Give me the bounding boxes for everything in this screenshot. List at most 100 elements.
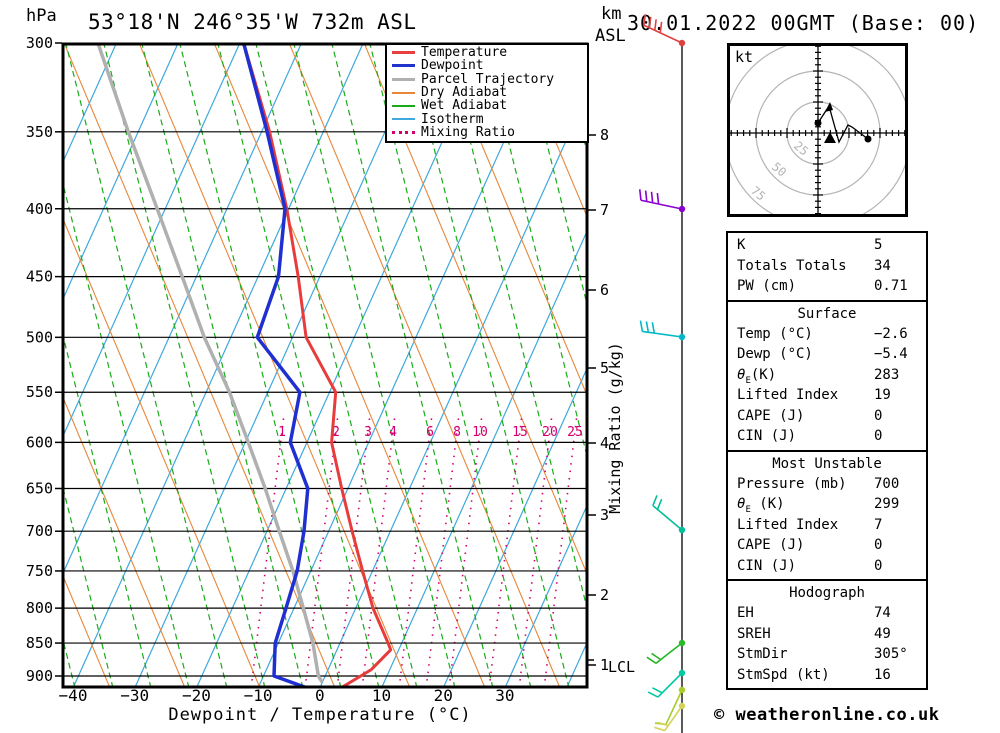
svg-text:10: 10 xyxy=(472,425,488,440)
table-row-value: −5.4 xyxy=(874,346,908,362)
svg-text:50: 50 xyxy=(769,160,789,180)
table-row-value: 49 xyxy=(874,625,891,642)
svg-text:2: 2 xyxy=(600,586,609,604)
table-row-label: PW (cm) xyxy=(737,278,797,294)
table-row-label: Lifted Index xyxy=(737,516,839,533)
wind-barb-column xyxy=(638,14,686,733)
table-row-value: 0 xyxy=(874,407,883,424)
height-unit-label-km: km xyxy=(601,4,622,24)
table-row: Lifted Index 7 xyxy=(728,515,926,536)
table-row-value: 0 xyxy=(874,428,883,444)
hodograph-unit-label: kt xyxy=(735,48,754,66)
legend-item-dewpoint: Dewpoint xyxy=(387,59,587,72)
table-row: PW (cm) 0.71 xyxy=(728,276,926,297)
svg-text:350: 350 xyxy=(26,123,53,141)
svg-text:25: 25 xyxy=(791,139,811,159)
legend-item-wet-adiabat: Wet Adiabat xyxy=(387,99,587,112)
table-row-value: 0 xyxy=(874,537,883,553)
svg-text:1: 1 xyxy=(600,656,609,674)
table-row-label: CAPE (J) xyxy=(737,537,805,553)
table-row-value: 0 xyxy=(874,557,883,574)
svg-text:20: 20 xyxy=(434,686,453,705)
hodograph-border xyxy=(727,43,908,217)
isotherm-line-swatch xyxy=(392,118,415,121)
legend-item-temperature: Temperature xyxy=(387,46,587,59)
table-row-value: 305° xyxy=(874,646,908,662)
svg-text:1: 1 xyxy=(278,425,286,440)
dewpoint-curve xyxy=(242,44,310,687)
run-date-label: 30.01.2022 00GMT (Base: 00) xyxy=(627,11,980,35)
mixing-ratio-axis-title: Mixing Ratio (g/kg) xyxy=(606,342,624,514)
svg-text:3: 3 xyxy=(600,506,609,524)
table-row-label: CIN (J) xyxy=(737,428,797,444)
table-row: EH 74 xyxy=(728,603,926,624)
svg-text:15: 15 xyxy=(512,425,528,440)
svg-text:800: 800 xyxy=(26,599,53,617)
wet-adiabat-line-swatch xyxy=(392,104,415,107)
wind-barb xyxy=(639,320,686,341)
dry-adiabat-line-swatch xyxy=(392,91,415,94)
table-section: Most Unstable Pressure (mb) 700 θE (K) 299 Li… xyxy=(726,449,928,581)
table-row: Temp (°C) −2.6 xyxy=(728,324,926,345)
sounding-curves xyxy=(96,44,393,687)
svg-text:500: 500 xyxy=(26,328,53,346)
table-row-label: CAPE (J) xyxy=(737,407,805,424)
table-row-value: 700 xyxy=(874,475,900,492)
svg-text:6: 6 xyxy=(600,281,609,299)
svg-text:550: 550 xyxy=(26,383,53,401)
svg-text:−10: −10 xyxy=(244,686,273,705)
svg-text:8: 8 xyxy=(600,126,609,144)
table-row-value: 7 xyxy=(874,516,883,533)
table-row: Lifted Index 19 xyxy=(728,385,926,406)
svg-text:3: 3 xyxy=(364,425,372,440)
svg-text:6: 6 xyxy=(426,425,434,440)
table-row: CAPE (J) 0 xyxy=(728,406,926,427)
svg-text:75: 75 xyxy=(748,184,768,204)
table-row: StmDir 305° xyxy=(728,644,926,665)
table-row-label: SREH xyxy=(737,625,771,642)
page-title: 53°18'N 246°35'W 732m ASL xyxy=(88,10,417,34)
wind-barb xyxy=(646,639,686,664)
svg-text:20: 20 xyxy=(542,425,558,440)
chart-legend: Temperature Dewpoint Parcel Trajectory D… xyxy=(385,43,589,144)
svg-text:−30: −30 xyxy=(120,686,149,705)
table-row: CIN (J) 0 xyxy=(728,426,926,447)
svg-text:−20: −20 xyxy=(182,686,211,705)
wind-barb xyxy=(638,189,686,213)
svg-text:650: 650 xyxy=(26,479,53,497)
storm-motion-marker xyxy=(824,132,836,143)
table-row-label: θE (K) xyxy=(737,496,785,515)
svg-text:−40: −40 xyxy=(59,686,88,705)
svg-text:4: 4 xyxy=(389,425,397,440)
pressure-unit-label: hPa xyxy=(26,6,57,26)
parcel-trajectory-curve xyxy=(96,44,324,684)
table-row: θE (K) 299 xyxy=(728,494,926,515)
table-row: CAPE (J) 0 xyxy=(728,535,926,556)
wind-barb xyxy=(647,669,686,698)
wind-barb xyxy=(652,495,686,534)
table-row-label: Temp (°C) xyxy=(737,325,813,342)
table-section: Hodograph EH 74 SREH 49 StmDir 305° StmSpd (kt)… xyxy=(726,579,928,690)
table-section: Surface Temp (°C) −2.6 Dewp (°C) −5.4 θE(K) 28… xyxy=(726,299,928,452)
svg-text:900: 900 xyxy=(26,667,53,685)
temperature-line-swatch xyxy=(392,51,415,55)
table-row-label: Lifted Index xyxy=(737,387,839,403)
table-row-value: −2.6 xyxy=(874,325,908,342)
svg-text:400: 400 xyxy=(26,200,53,218)
svg-text:750: 750 xyxy=(26,562,53,580)
height-unit-label-asl: ASL xyxy=(595,26,626,46)
table-row: Totals Totals 34 xyxy=(728,256,926,277)
table-row-label: EH xyxy=(737,605,754,621)
legend-item-isotherm: Isotherm xyxy=(387,112,587,126)
temperature-axis-title: Dewpoint / Temperature (°C) xyxy=(168,705,472,725)
plot-border xyxy=(61,42,589,689)
parcel-line-swatch xyxy=(392,77,415,81)
table-row-label: θE(K) xyxy=(737,366,777,386)
table-row: θE(K) 283 xyxy=(728,365,926,386)
table-row-label: StmSpd (kt) xyxy=(737,666,830,683)
table-section-header: Hodograph xyxy=(789,585,865,601)
